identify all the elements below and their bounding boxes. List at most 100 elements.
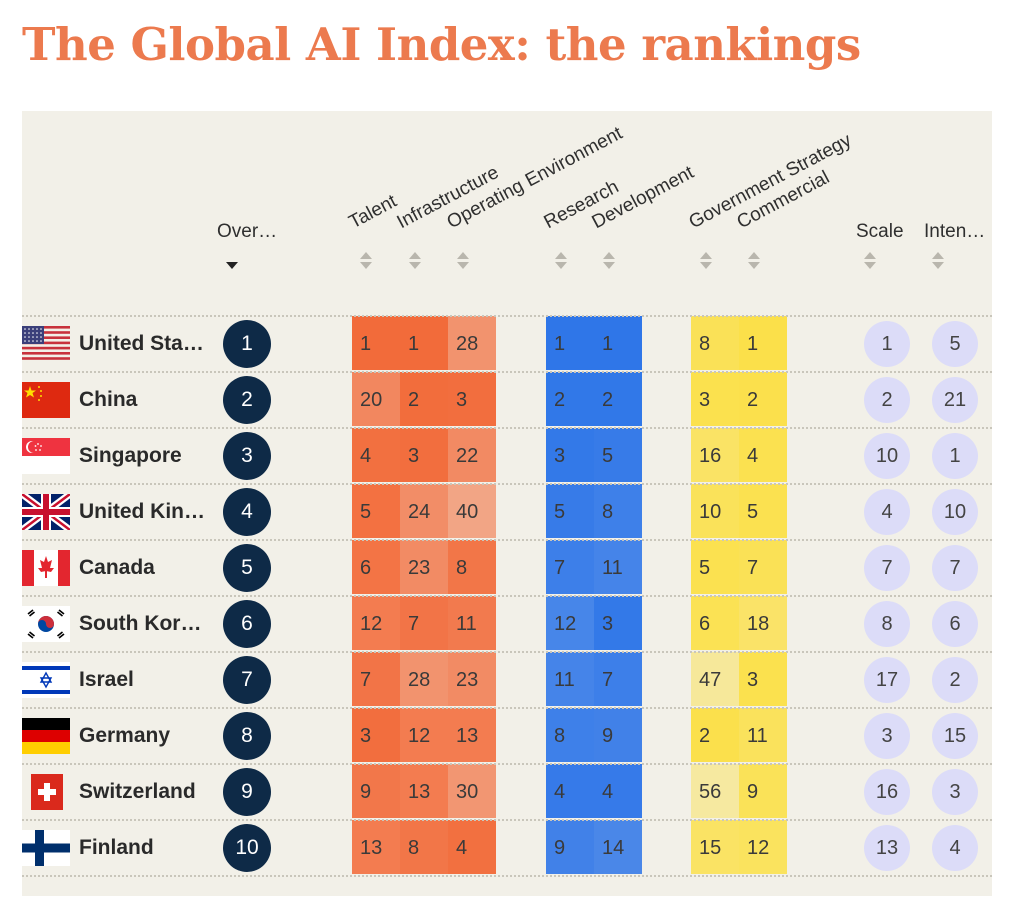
- rank-value-talent: 1: [360, 333, 372, 355]
- sort-icon[interactable]: [748, 252, 760, 272]
- heat-cell-research: [546, 820, 594, 874]
- kr-flag-icon: [22, 606, 70, 642]
- rank-value-government: 5: [699, 557, 711, 579]
- rank-value-infrastructure: 1: [408, 333, 420, 355]
- intensity-rank-pill: 3: [932, 769, 978, 815]
- sort-desc-icon[interactable]: [226, 252, 238, 272]
- rank-value-commercial: 4: [747, 445, 759, 467]
- country-name[interactable]: Singapore: [79, 444, 182, 467]
- scale-rank-pill: 1: [864, 321, 910, 367]
- rank-value-development: 1: [602, 333, 614, 355]
- rank-value-commercial: 11: [747, 725, 768, 747]
- heat-cell-government: [691, 316, 739, 370]
- cn-flag-icon: [22, 382, 70, 418]
- table-panel: [22, 111, 992, 896]
- heat-cell-talent: [352, 596, 400, 650]
- overall-rank-badge: 6: [223, 600, 271, 648]
- scale-rank-pill: 8: [864, 601, 910, 647]
- gb-flag-icon: [22, 494, 70, 530]
- heat-cell-talent: [352, 316, 400, 370]
- heat-cell-infrastructure: [400, 764, 448, 818]
- sort-icon[interactable]: [603, 252, 615, 272]
- rank-value-government: 16: [699, 445, 722, 467]
- overall-rank-badge: 2: [223, 376, 271, 424]
- rank-value-government: 15: [699, 837, 722, 859]
- country-name[interactable]: Switzerland: [79, 780, 196, 803]
- overall-rank-badge: 5: [223, 544, 271, 592]
- sort-icon[interactable]: [932, 252, 944, 272]
- sort-icon[interactable]: [360, 252, 372, 272]
- rank-value-talent: 12: [360, 613, 383, 635]
- rank-value-government: 3: [699, 389, 711, 411]
- rank-value-infrastructure: 2: [408, 389, 420, 411]
- heat-cell-government: [691, 820, 739, 874]
- rank-value-development: 11: [602, 557, 623, 579]
- heat-cell-government: [691, 596, 739, 650]
- country-name[interactable]: United Kin…: [79, 500, 205, 523]
- col-header-overall[interactable]: Over…: [217, 221, 278, 242]
- country-name[interactable]: Germany: [79, 724, 171, 747]
- scale-rank-pill: 17: [864, 657, 910, 703]
- row-separator: [22, 819, 992, 821]
- rank-value-development: 8: [602, 501, 614, 523]
- sort-icon[interactable]: [700, 252, 712, 272]
- rank-value-commercial: 9: [747, 781, 759, 803]
- heat-cell-operating: [448, 316, 496, 370]
- heat-cell-government: [691, 428, 739, 482]
- rank-value-commercial: 5: [747, 501, 759, 523]
- rank-value-operating: 4: [456, 837, 468, 859]
- heat-cell-government: [691, 484, 739, 538]
- rank-value-operating: 28: [456, 333, 479, 355]
- scale-rank-pill: 3: [864, 713, 910, 759]
- heat-cell-research: [546, 540, 594, 594]
- rank-value-operating: 13: [456, 725, 479, 747]
- rank-value-operating: 30: [456, 781, 479, 803]
- row-separator: [22, 315, 992, 317]
- heat-cell-commercial: [739, 652, 787, 706]
- row-separator: [22, 595, 992, 597]
- rank-value-infrastructure: 13: [408, 781, 431, 803]
- rank-value-commercial: 2: [747, 389, 759, 411]
- overall-rank-badge: 4: [223, 488, 271, 536]
- heat-cell-operating: [448, 428, 496, 482]
- heat-cell-research: [546, 316, 594, 370]
- heat-cell-research: [546, 428, 594, 482]
- heat-cell-infrastructure: [400, 316, 448, 370]
- intensity-rank-pill: 6: [932, 601, 978, 647]
- ca-flag-icon: [22, 550, 70, 586]
- heat-cell-operating: [448, 652, 496, 706]
- col-header-scale[interactable]: Scale: [856, 221, 904, 242]
- country-name[interactable]: China: [79, 388, 138, 411]
- ch-flag-icon: [22, 774, 70, 810]
- country-name[interactable]: Finland: [79, 836, 154, 859]
- country-name[interactable]: Canada: [79, 556, 155, 579]
- sort-icon[interactable]: [409, 252, 421, 272]
- heat-cell-development: [594, 764, 642, 818]
- rank-value-operating: 22: [456, 445, 479, 467]
- col-header-intensity[interactable]: Inten…: [924, 221, 986, 242]
- rank-value-talent: 6: [360, 557, 372, 579]
- country-name[interactable]: South Kor…: [79, 612, 202, 635]
- heat-cell-talent: [352, 708, 400, 762]
- heat-cell-talent: [352, 820, 400, 874]
- row-separator: [22, 371, 992, 373]
- heat-cell-operating: [448, 820, 496, 874]
- row-separator: [22, 763, 992, 765]
- country-name[interactable]: Israel: [79, 668, 134, 691]
- sort-icon[interactable]: [457, 252, 469, 272]
- heat-cell-development: [594, 820, 642, 874]
- heat-cell-infrastructure: [400, 708, 448, 762]
- sort-icon[interactable]: [864, 252, 876, 272]
- heat-cell-talent: [352, 652, 400, 706]
- sort-icon[interactable]: [555, 252, 567, 272]
- rank-value-research: 12: [554, 613, 577, 635]
- rank-value-research: 5: [554, 501, 566, 523]
- rank-value-operating: 8: [456, 557, 468, 579]
- heat-cell-talent: [352, 764, 400, 818]
- rank-value-government: 10: [699, 501, 722, 523]
- country-name[interactable]: United Sta…: [79, 332, 204, 355]
- heat-cell-operating: [448, 484, 496, 538]
- rank-value-talent: 5: [360, 501, 372, 523]
- heat-cell-infrastructure: [400, 652, 448, 706]
- heat-cell-commercial: [739, 428, 787, 482]
